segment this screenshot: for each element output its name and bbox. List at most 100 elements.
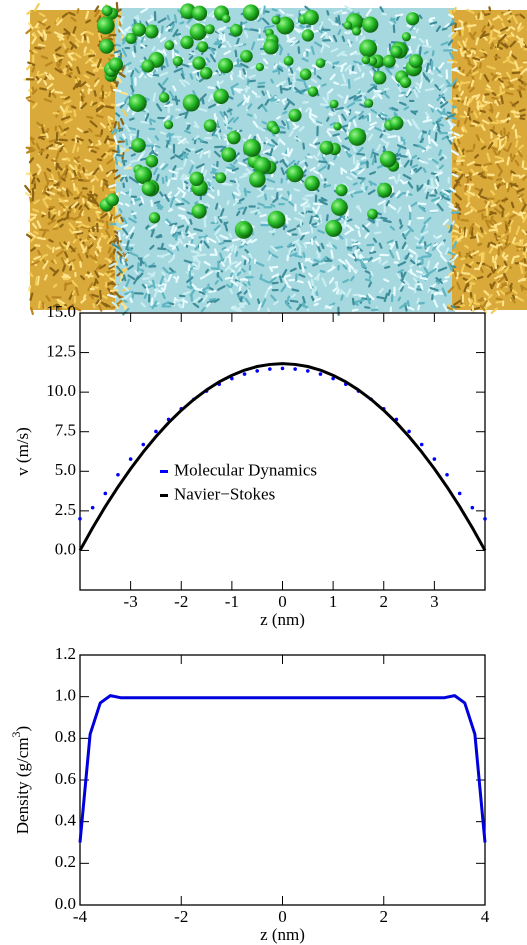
molecule: [509, 282, 513, 289]
molecule: [86, 115, 94, 120]
molecule: [286, 284, 292, 289]
molecule: [246, 238, 252, 245]
molecule: [87, 282, 94, 292]
molecule: [142, 277, 150, 280]
molecule: [197, 298, 204, 303]
molecule: [261, 90, 266, 96]
molecule: [311, 207, 317, 212]
ion-sphere: [189, 171, 204, 187]
molecule: [398, 101, 407, 106]
molecule: [194, 148, 203, 154]
molecule: [494, 99, 500, 106]
molecule: [391, 75, 399, 84]
molecule: [287, 227, 297, 233]
molecule: [283, 101, 291, 111]
molecule: [366, 294, 371, 305]
molecule: [226, 199, 230, 206]
molecule: [490, 199, 495, 205]
molecule: [183, 259, 194, 265]
molecule: [410, 154, 418, 160]
y-tick-label: 5.0: [55, 460, 76, 479]
molecule: [264, 24, 275, 29]
molecule: [431, 50, 435, 57]
molecule: [99, 164, 104, 172]
molecule: [56, 217, 64, 223]
molecule: [313, 41, 323, 48]
molecule: [399, 154, 408, 158]
molecule: [192, 68, 202, 74]
molecule: [130, 153, 136, 157]
molecule: [429, 209, 439, 213]
molecule: [435, 67, 442, 74]
molecule: [245, 168, 254, 175]
molecule: [107, 125, 112, 132]
molecule: [506, 54, 512, 60]
molecule: [58, 198, 66, 203]
molecule: [431, 158, 439, 165]
molecule: [435, 25, 442, 33]
molecule: [113, 230, 120, 235]
molecule: [399, 218, 403, 225]
molecule: [45, 74, 52, 81]
molecule: [387, 135, 397, 139]
ion-sphere: [204, 24, 215, 35]
molecule: [47, 219, 56, 226]
molecule: [407, 286, 415, 291]
molecule: [96, 158, 103, 162]
molecule: [69, 245, 76, 253]
molecule: [450, 305, 456, 309]
molecule: [171, 172, 175, 179]
molecule: [472, 171, 479, 176]
molecule: [104, 229, 111, 239]
molecule: [177, 224, 185, 229]
molecule: [122, 231, 127, 237]
molecule: [116, 17, 120, 25]
molecule: [219, 111, 225, 118]
molecule: [326, 116, 330, 122]
molecule: [53, 259, 58, 265]
molecule: [161, 176, 165, 185]
molecule: [438, 149, 443, 156]
molecule: [524, 272, 527, 279]
molecule: [463, 117, 468, 124]
molecule: [100, 122, 107, 129]
molecule: [228, 255, 232, 266]
molecule: [32, 208, 40, 213]
molecule: [376, 295, 385, 300]
molecule: [482, 230, 488, 235]
molecule: [55, 151, 60, 160]
molecule: [460, 263, 466, 273]
molecule: [189, 73, 194, 80]
molecule: [131, 51, 136, 58]
molecule: [214, 227, 221, 236]
molecule: [213, 150, 221, 158]
molecule: [290, 39, 299, 47]
molecule: [491, 281, 496, 288]
ion-sphere: [255, 62, 265, 72]
molecule: [32, 102, 38, 109]
molecule: [119, 175, 125, 182]
molecule: [430, 138, 439, 147]
molecule: [108, 264, 115, 270]
molecule: [105, 220, 109, 230]
molecule: [88, 293, 95, 300]
molecule: [104, 302, 111, 308]
molecule: [163, 283, 167, 291]
molecule: [207, 96, 212, 102]
molecule: [192, 90, 197, 97]
molecule: [80, 102, 88, 110]
ion-sphere: [213, 88, 229, 105]
molecule: [66, 32, 71, 40]
molecule: [242, 282, 248, 287]
x-tick-label: 4: [481, 907, 490, 926]
molecule: [207, 180, 211, 187]
molecule: [119, 18, 124, 25]
molecule: [83, 130, 89, 134]
molecule: [523, 251, 527, 259]
molecule: [168, 208, 174, 213]
molecule: [170, 224, 175, 234]
molecule: [154, 135, 160, 141]
molecule: [403, 159, 410, 168]
y-tick-label: 7.5: [55, 421, 76, 440]
molecule: [370, 148, 375, 159]
